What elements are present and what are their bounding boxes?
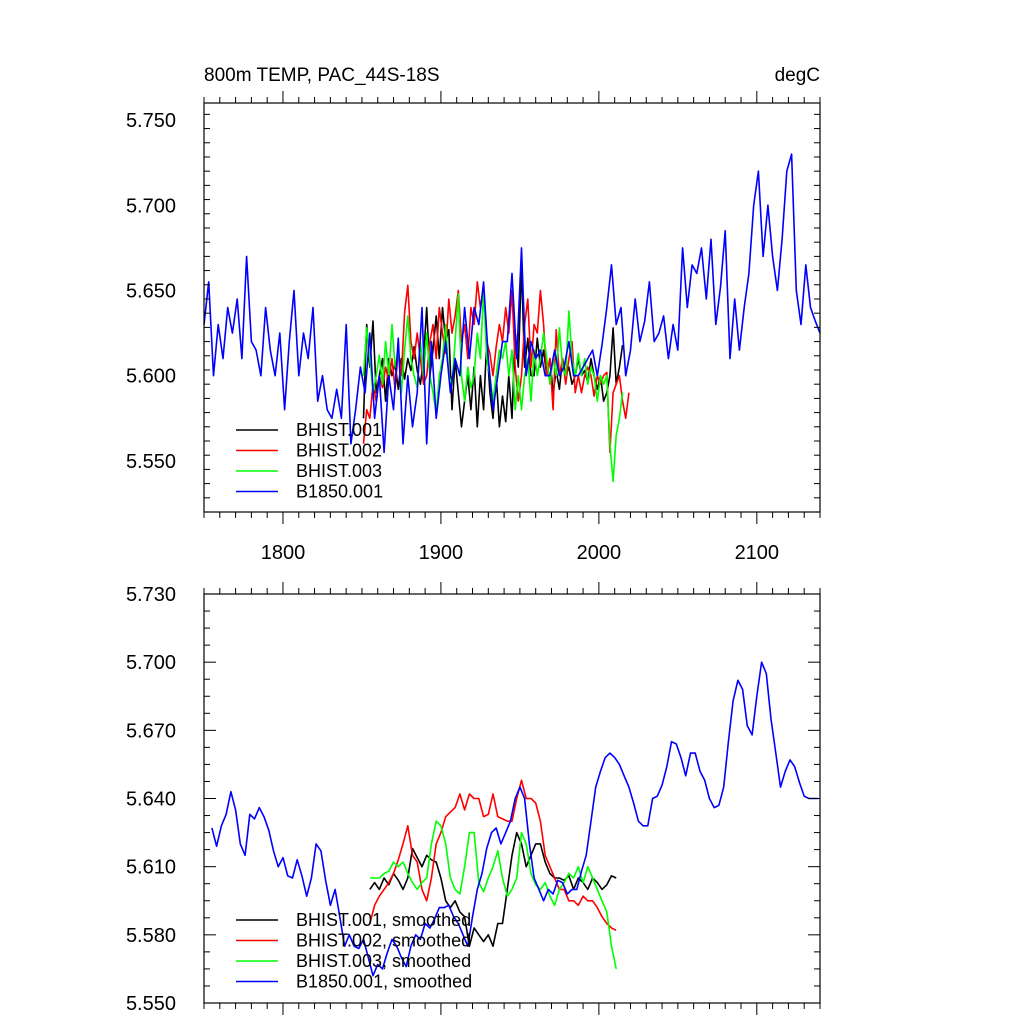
bottom-ytick-label: 5.730 <box>126 584 176 606</box>
bottom-legend-label-2: BHIST.002, smoothed <box>296 931 471 951</box>
top-ytick-label: 5.750 <box>126 110 176 132</box>
top-ytick-label: 5.550 <box>126 451 176 473</box>
top-series-line-4 <box>203 153 821 454</box>
bottom-ytick-label: 5.670 <box>126 720 176 742</box>
top-legend-label-2: BHIST.002 <box>296 441 382 461</box>
top-series-group <box>203 153 821 483</box>
bottom-legend-label-4: B1850.001, smoothed <box>296 972 472 992</box>
bottom-ytick-label: 5.640 <box>126 789 176 811</box>
bottom-series-line-4 <box>211 661 819 977</box>
bottom-series-line-2 <box>369 779 617 932</box>
top-plot-frame <box>203 102 821 513</box>
top-xtick-label: 1900 <box>419 542 464 564</box>
bottom-legend-label-1: BHIST.001, smoothed <box>296 910 471 930</box>
top-ytick-label: 5.600 <box>126 366 176 388</box>
bottom-legend-label-3: BHIST.003, smoothed <box>296 951 471 971</box>
bottom-ytick-label: 5.580 <box>126 925 176 947</box>
bottom-ytick-label: 5.610 <box>126 857 176 879</box>
bottom-series-group <box>211 661 819 977</box>
bottom-panel: 5.550 5.580 5.610 5.640 5.670 5.700 5.730 BHIS… <box>126 582 821 1015</box>
top-title-right: degC <box>775 65 820 86</box>
top-xtick-label: 2000 <box>577 542 622 564</box>
bottom-series-line-1 <box>369 831 617 948</box>
top-ytick-label: 5.700 <box>126 195 176 217</box>
top-legend-label-3: BHIST.003 <box>296 461 382 481</box>
top-xtick-label: 1800 <box>261 542 306 564</box>
top-xtick-label: 2100 <box>735 542 780 564</box>
bottom-ytick-label: 5.550 <box>126 993 176 1015</box>
top-legend-label-4: B1850.001 <box>296 482 383 502</box>
bottom-series-line-3 <box>369 820 617 970</box>
bottom-ytick-label: 5.700 <box>126 652 176 674</box>
bottom-axes: 5.550 5.580 5.610 5.640 5.670 5.700 5.730 <box>126 582 821 1015</box>
top-panel: 800m TEMP, PAC_44S-18S degC 5.5505.6005.… <box>126 65 821 564</box>
top-axes: 5.550 5.600 5.650 5.700 5.750 1800 1900 2000 210… <box>126 91 821 564</box>
top-legend-label-1: BHIST.001 <box>296 420 382 440</box>
top-series-line-3 <box>362 289 624 483</box>
top-ytick-label: 5.650 <box>126 280 176 302</box>
top-title-left: 800m TEMP, PAC_44S-18S <box>204 65 440 86</box>
top-series-line-2 <box>362 281 630 454</box>
